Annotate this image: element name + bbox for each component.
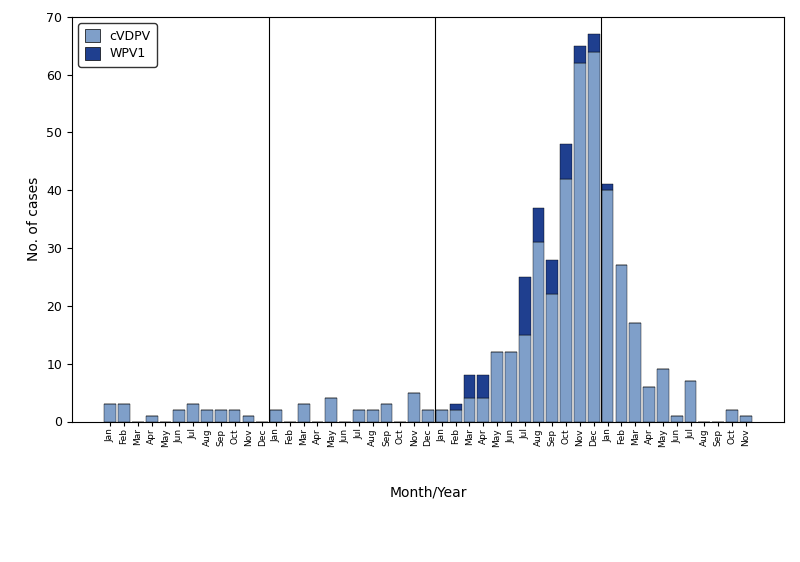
- Bar: [643, 387, 655, 422]
- Bar: [463, 375, 475, 398]
- Bar: [381, 404, 393, 422]
- Bar: [270, 410, 282, 422]
- Bar: [519, 277, 530, 335]
- Bar: [546, 294, 558, 422]
- Bar: [450, 410, 462, 422]
- Bar: [478, 375, 489, 398]
- Bar: [560, 179, 572, 422]
- Bar: [146, 416, 158, 422]
- Bar: [560, 144, 572, 179]
- Bar: [574, 63, 586, 422]
- Bar: [533, 242, 544, 422]
- X-axis label: Month/Year: Month/Year: [390, 486, 466, 500]
- Bar: [298, 404, 310, 422]
- Bar: [615, 265, 627, 422]
- Bar: [242, 416, 254, 422]
- Bar: [478, 398, 489, 422]
- Bar: [519, 335, 530, 422]
- Bar: [602, 184, 614, 191]
- Bar: [574, 46, 586, 63]
- Bar: [630, 323, 641, 422]
- Bar: [436, 410, 448, 422]
- Bar: [408, 393, 420, 422]
- Bar: [588, 34, 600, 52]
- Bar: [215, 410, 226, 422]
- Bar: [187, 404, 199, 422]
- Bar: [450, 404, 462, 410]
- Bar: [353, 410, 365, 422]
- Bar: [201, 410, 213, 422]
- Bar: [422, 410, 434, 422]
- Bar: [367, 410, 378, 422]
- Y-axis label: No. of cases: No. of cases: [26, 177, 41, 261]
- Legend: cVDPV, WPV1: cVDPV, WPV1: [78, 23, 157, 67]
- Bar: [533, 207, 544, 242]
- Bar: [104, 404, 116, 422]
- Bar: [726, 410, 738, 422]
- Bar: [326, 398, 337, 422]
- Bar: [546, 260, 558, 294]
- Bar: [229, 410, 241, 422]
- Bar: [174, 410, 185, 422]
- Bar: [491, 352, 503, 422]
- Bar: [463, 398, 475, 422]
- Bar: [118, 404, 130, 422]
- Bar: [740, 416, 752, 422]
- Bar: [671, 416, 682, 422]
- Bar: [505, 352, 517, 422]
- Bar: [588, 52, 600, 422]
- Bar: [685, 381, 696, 422]
- Bar: [602, 191, 614, 422]
- Bar: [657, 369, 669, 422]
